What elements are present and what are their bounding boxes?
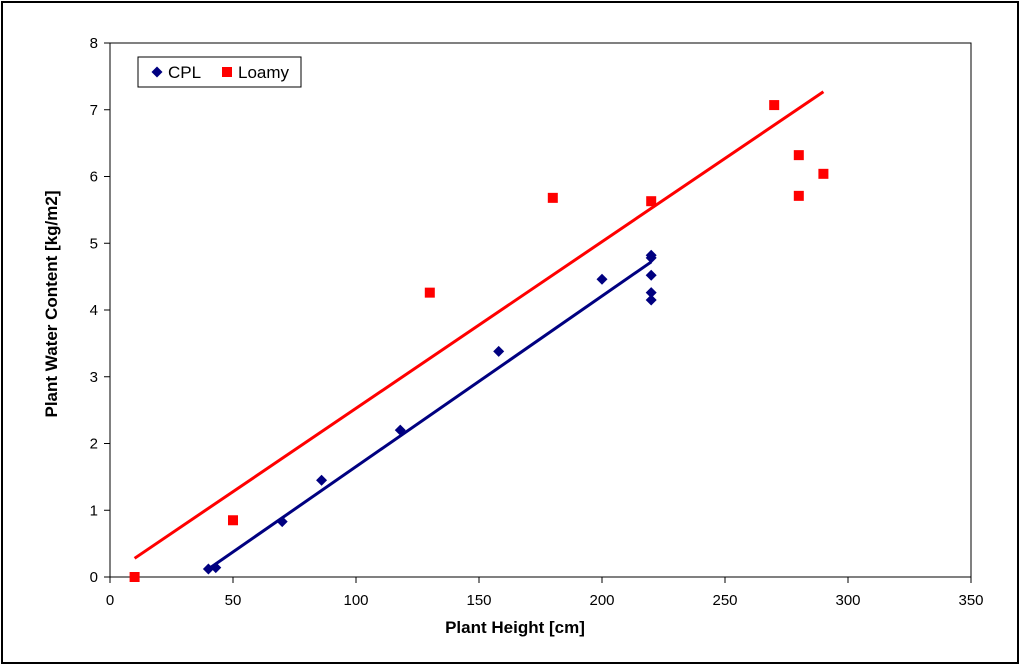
data-point-cpl bbox=[645, 252, 657, 264]
data-point-loamy bbox=[424, 287, 435, 298]
data-points bbox=[129, 100, 829, 582]
x-axis: 0 50 100 150 200 250 300 350 bbox=[106, 577, 984, 609]
y-tick-label: 8 bbox=[90, 35, 98, 52]
x-tick-label: 300 bbox=[835, 592, 860, 609]
data-point-loamy bbox=[129, 572, 140, 582]
x-tick-label: 150 bbox=[466, 592, 491, 609]
data-point-loamy bbox=[769, 100, 780, 111]
y-axis: 0 1 2 3 4 5 6 7 8 bbox=[90, 35, 110, 586]
data-point-cpl bbox=[276, 516, 288, 528]
data-point-cpl bbox=[202, 563, 214, 575]
data-point-loamy bbox=[646, 196, 657, 207]
legend-box bbox=[137, 56, 302, 88]
y-tick-label: 7 bbox=[90, 102, 98, 119]
data-point-cpl bbox=[645, 287, 657, 299]
y-tick-label: 5 bbox=[90, 235, 98, 252]
legend: CPL Loamy bbox=[137, 56, 302, 88]
x-tick-label: 200 bbox=[589, 592, 614, 609]
data-point-loamy bbox=[793, 190, 804, 201]
trendline-loamy bbox=[133, 90, 825, 560]
y-tick-label: 6 bbox=[90, 169, 98, 186]
data-point-loamy bbox=[228, 515, 238, 526]
legend-label-loamy: Loamy bbox=[238, 63, 290, 82]
data-point-loamy bbox=[793, 150, 804, 161]
legend-marker-loamy bbox=[222, 67, 232, 77]
data-point-loamy bbox=[818, 168, 829, 179]
plot-area bbox=[109, 42, 972, 578]
legend-marker-cpl bbox=[151, 66, 163, 78]
data-point-cpl bbox=[596, 273, 608, 285]
legend-label-cpl: CPL bbox=[168, 63, 201, 82]
data-point-cpl bbox=[394, 424, 406, 436]
y-tick-label: 0 bbox=[90, 569, 98, 586]
x-tick-label: 250 bbox=[712, 592, 737, 609]
y-axis-title: Plant Water Content [kg/m2] bbox=[42, 191, 61, 418]
data-point-cpl bbox=[493, 345, 505, 357]
y-tick-label: 3 bbox=[90, 369, 98, 386]
data-point-loamy bbox=[547, 192, 558, 203]
x-axis-title: Plant Height [cm] bbox=[445, 618, 585, 637]
data-point-cpl bbox=[645, 294, 657, 306]
data-point-cpl bbox=[316, 474, 328, 486]
data-point-cpl bbox=[645, 269, 657, 281]
x-tick-label: 100 bbox=[343, 592, 368, 609]
x-tick-label: 350 bbox=[958, 592, 983, 609]
y-tick-label: 1 bbox=[90, 502, 98, 519]
x-tick-label: 0 bbox=[106, 592, 114, 609]
data-point-cpl bbox=[210, 562, 222, 574]
y-tick-label: 2 bbox=[90, 436, 98, 453]
y-tick-label: 4 bbox=[90, 302, 98, 319]
x-tick-label: 50 bbox=[225, 592, 242, 609]
